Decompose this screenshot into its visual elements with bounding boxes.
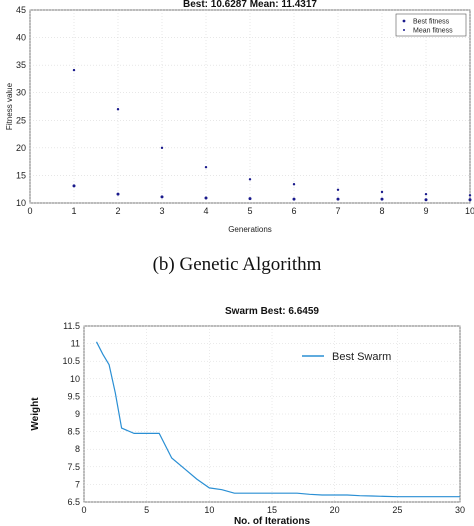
swarm-y-tick-label: 8 bbox=[75, 444, 80, 454]
swarm-x-tick-label: 20 bbox=[330, 505, 340, 515]
ga-points bbox=[72, 68, 472, 202]
ga-y-tick-label: 30 bbox=[16, 88, 26, 98]
ga-point-best bbox=[336, 197, 340, 201]
ga-legend-box bbox=[395, 13, 467, 37]
ga-y-tick-label: 10 bbox=[16, 198, 26, 208]
ga-y-ticks: 10 15 20 25 30 35 40 45 bbox=[16, 5, 26, 208]
ga-point-mean bbox=[160, 146, 164, 150]
ga-point-best bbox=[468, 198, 472, 202]
swarm-x-tick-label: 10 bbox=[204, 505, 214, 515]
swarm-x-tick-label: 0 bbox=[81, 505, 86, 515]
swarm-y-tick-label: 7.5 bbox=[67, 462, 80, 472]
ga-y-tick-label: 20 bbox=[16, 143, 26, 153]
swarm-y-tick-label: 9.5 bbox=[67, 391, 80, 401]
swarm-y-tick-label: 8.5 bbox=[67, 427, 80, 437]
ga-point-best bbox=[116, 192, 120, 196]
ga-point-best bbox=[160, 195, 164, 199]
ga-point-best bbox=[380, 197, 384, 201]
ga-x-tick-label: 5 bbox=[247, 206, 252, 216]
swarm-y-tick-label: 7 bbox=[75, 479, 80, 489]
swarm-x-axis-label: No. of Iterations bbox=[234, 516, 311, 526]
ga-x-tick-label: 3 bbox=[159, 206, 164, 216]
swarm-series-line-best-swarm bbox=[95, 341, 460, 498]
ga-x-tick-label: 7 bbox=[335, 206, 340, 216]
ga-point-mean bbox=[116, 108, 120, 111]
ga-point-best bbox=[292, 197, 296, 201]
ga-y-tick-label: 25 bbox=[16, 115, 26, 125]
swarm-legend: Best Swarm bbox=[302, 351, 391, 363]
ga-x-tick-label: 2 bbox=[115, 206, 120, 216]
ga-x-tick-label: 6 bbox=[291, 206, 296, 216]
swarm-y-ticks: 6.5 7 7.5 8 8.5 9 9.5 10 10.5 11 11.5 bbox=[62, 321, 80, 507]
ga-point-best bbox=[72, 184, 76, 188]
swarm-y-tick-label: 10.5 bbox=[62, 356, 80, 366]
swarm-x-tick-label: 5 bbox=[144, 505, 149, 515]
swarm-x-tick-label: 25 bbox=[392, 505, 402, 515]
ga-point-mean bbox=[424, 192, 428, 196]
ga-point-mean bbox=[468, 194, 472, 197]
ga-grid bbox=[29, 9, 471, 204]
ga-point-best bbox=[248, 197, 252, 201]
ga-chart-title: Best: 10.6287 Mean: 11.4317 bbox=[183, 0, 317, 10]
swarm-x-tick-label: 15 bbox=[267, 505, 277, 515]
swarm-y-tick-label: 11.5 bbox=[63, 321, 80, 331]
swarm-y-tick-label: 10 bbox=[70, 374, 80, 384]
ga-chart: Best: 10.6287 Mean: 11.4317 0 1 2 3 4 5 6 7 8 9 10… bbox=[5, 0, 474, 234]
swarm-y-axis-label: Weight bbox=[30, 397, 41, 431]
figure-caption: (b) Genetic Algorithm bbox=[152, 254, 322, 275]
ga-point-mean bbox=[204, 165, 208, 169]
ga-x-tick-label: 10 bbox=[465, 206, 474, 216]
ga-legend: Best fitness Mean fitness bbox=[395, 13, 467, 37]
ga-y-tick-label: 40 bbox=[16, 33, 26, 43]
ga-x-tick-label: 9 bbox=[423, 206, 428, 216]
ga-legend-marker-mean bbox=[403, 29, 405, 31]
swarm-x-ticks: 0 5 10 15 20 25 30 bbox=[81, 505, 465, 515]
ga-legend-label-mean: Mean fitness bbox=[413, 28, 453, 35]
ga-x-tick-label: 4 bbox=[203, 206, 208, 216]
ga-x-tick-label: 1 bbox=[71, 206, 76, 216]
swarm-y-tick-label: 11 bbox=[71, 339, 80, 349]
ga-point-best bbox=[424, 198, 428, 202]
ga-legend-label-best: Best fitness bbox=[413, 19, 450, 26]
swarm-legend-label: Best Swarm bbox=[332, 351, 391, 363]
swarm-chart: Swarm Best: 6.6459 0 5 10 15 20 25 30 6.5 7 7.5 8… bbox=[30, 306, 465, 526]
ga-point-mean bbox=[336, 188, 340, 191]
swarm-y-tick-label: 6.5 bbox=[67, 497, 80, 507]
ga-point-mean bbox=[292, 183, 296, 186]
ga-y-axis-label: Fitness value bbox=[5, 82, 14, 130]
ga-y-tick-label: 15 bbox=[16, 170, 26, 180]
ga-point-mean bbox=[380, 190, 384, 194]
ga-x-tick-label: 0 bbox=[27, 206, 32, 216]
swarm-grid bbox=[83, 325, 461, 503]
swarm-x-tick-label: 30 bbox=[455, 505, 465, 515]
ga-y-tick-label: 45 bbox=[16, 5, 26, 15]
ga-x-ticks: 0 1 2 3 4 5 6 7 8 9 10 bbox=[27, 206, 474, 216]
ga-x-tick-label: 8 bbox=[379, 206, 384, 216]
ga-point-best bbox=[204, 196, 208, 200]
ga-y-tick-label: 35 bbox=[16, 60, 26, 70]
swarm-y-tick-label: 9 bbox=[75, 409, 80, 419]
ga-point-mean bbox=[248, 178, 252, 181]
ga-legend-marker-best bbox=[402, 19, 406, 23]
ga-point-mean bbox=[72, 68, 76, 72]
swarm-chart-title: Swarm Best: 6.6459 bbox=[225, 306, 319, 317]
ga-x-axis-label: Generations bbox=[228, 225, 272, 234]
